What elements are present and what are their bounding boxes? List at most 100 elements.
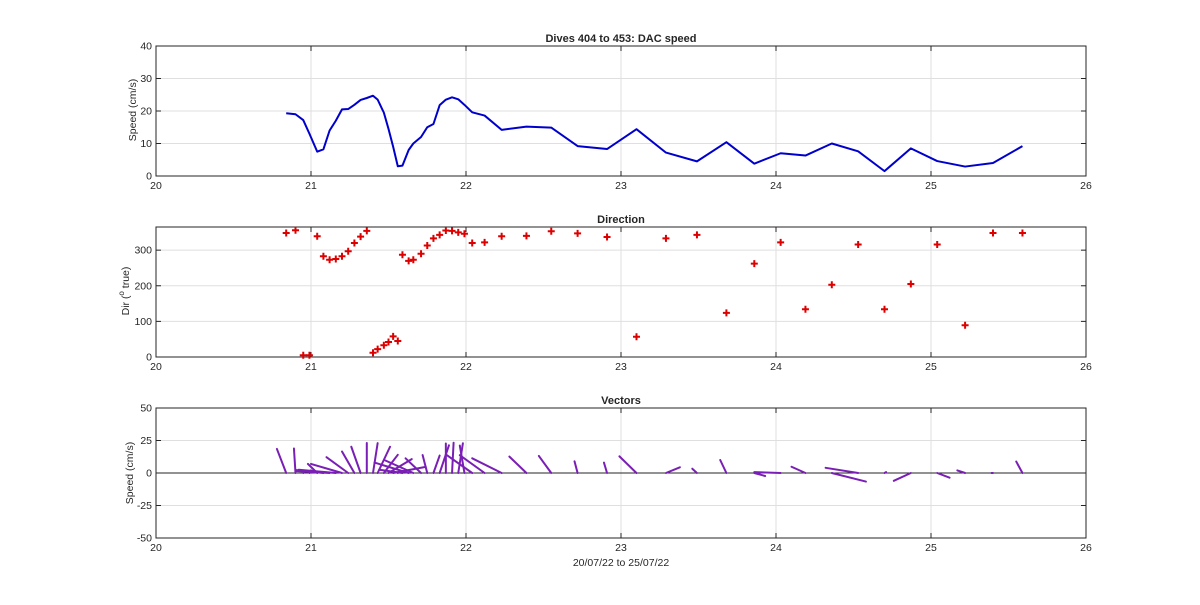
vector-segment <box>753 471 782 474</box>
vector-segment <box>824 466 860 474</box>
direction-ylabel-degree: o <box>117 291 126 296</box>
direction-point <box>357 233 365 241</box>
direction-point <box>394 337 402 345</box>
direction-point <box>1018 229 1026 237</box>
vector-segment <box>753 472 767 477</box>
vector-segment <box>372 442 379 474</box>
direction-point <box>405 257 413 265</box>
direction-point <box>881 305 888 313</box>
direction-point <box>468 239 476 247</box>
vector-segment <box>719 459 728 474</box>
direction-x-tick-label: 23 <box>615 361 627 373</box>
direction-point <box>344 247 352 255</box>
direction-point <box>777 238 785 246</box>
direction-point <box>522 232 530 240</box>
vector-segment <box>956 469 967 474</box>
direction-point <box>603 233 611 241</box>
vectors-y-tick-label: -50 <box>137 533 152 545</box>
speed-x-tick-label: 23 <box>615 180 627 192</box>
vector-segment <box>297 468 337 474</box>
direction-x-tick-label: 24 <box>770 361 782 373</box>
direction-point <box>907 280 915 288</box>
speed-panel-ylabel: Speed (cm/s) <box>127 79 139 141</box>
speed-panel: Dives 404 to 453: DAC speed Speed (cm/s)… <box>127 33 1092 192</box>
vector-segment <box>458 444 466 474</box>
direction-point <box>828 281 836 289</box>
speed-y-tick-label: 40 <box>140 41 152 53</box>
speed-series-line <box>286 94 1023 173</box>
vector-segment <box>373 461 410 474</box>
direction-point <box>409 256 417 264</box>
vector-segment <box>275 447 288 474</box>
x-axis-label: 20/07/22 to 25/07/22 <box>573 557 669 569</box>
vector-segment <box>830 472 867 483</box>
direction-point <box>429 234 437 242</box>
direction-ylabel-part-2: true) <box>120 267 132 292</box>
vector-segment <box>883 471 888 474</box>
vector-segment <box>451 441 455 474</box>
vector-segment <box>457 442 464 474</box>
direction-point <box>389 332 397 340</box>
direction-point <box>319 252 327 260</box>
direction-point <box>282 229 290 237</box>
direction-point <box>380 341 388 349</box>
vector-segment <box>458 454 486 474</box>
direction-panel-ylabel: Dir (o true) <box>117 267 132 316</box>
direction-point <box>442 227 450 235</box>
speed-y-tick-label: 0 <box>146 171 152 183</box>
direction-point <box>498 232 506 240</box>
direction-x-tick-label: 20 <box>150 361 162 373</box>
direction-x-tick-label: 21 <box>305 361 317 373</box>
direction-point <box>423 242 431 250</box>
direction-point <box>460 230 468 238</box>
vectors-panel: Vectors Speed (cm/s) 20/07/22 to 25/07/2… <box>124 395 1092 569</box>
direction-point <box>313 232 321 240</box>
vectors-y-tick-label: 50 <box>140 403 152 415</box>
direction-point <box>385 338 392 346</box>
direction-point <box>332 255 340 263</box>
direction-point <box>436 231 444 239</box>
direction-point <box>662 234 670 242</box>
direction-point <box>398 251 406 259</box>
direction-point <box>338 252 346 260</box>
direction-point <box>326 256 334 264</box>
direction-point <box>299 351 307 359</box>
direction-point <box>854 240 862 248</box>
direction-point <box>350 239 358 247</box>
speed-x-tick-label: 26 <box>1080 180 1092 192</box>
speed-x-tick-label: 22 <box>460 180 472 192</box>
direction-x-tick-label: 22 <box>460 361 472 373</box>
vector-segment <box>444 453 474 474</box>
vector-segments <box>275 441 1024 483</box>
direction-point <box>722 309 730 317</box>
direction-panel: Direction Dir (o true) 20 21 22 23 24 25 26 0 10… <box>117 214 1092 373</box>
speed-panel-title: Dives 404 to 453: DAC speed <box>545 33 696 45</box>
vector-segment <box>438 444 450 474</box>
direction-point <box>933 240 941 248</box>
direction-y-tick-label: 300 <box>134 245 152 257</box>
vectors-x-tick-label: 24 <box>770 542 782 554</box>
direction-y-tick-label: 100 <box>134 316 152 328</box>
direction-y-tick-label: 0 <box>146 352 152 364</box>
direction-x-tick-label: 26 <box>1080 361 1092 373</box>
vector-segment <box>602 461 609 474</box>
vectors-y-tick-label: 25 <box>140 435 152 447</box>
direction-point <box>454 228 462 236</box>
vector-segment <box>1015 460 1024 474</box>
direction-point <box>547 227 555 235</box>
direction-x-tick-label: 25 <box>925 361 937 373</box>
vector-segment <box>664 466 681 474</box>
direction-y-tick-label: 200 <box>134 280 152 292</box>
vectors-panel-title: Vectors <box>601 395 641 407</box>
direction-markers <box>282 226 1026 359</box>
vectors-x-tick-label: 23 <box>615 542 627 554</box>
vector-segment <box>537 454 553 474</box>
direction-point <box>989 229 997 237</box>
vector-segment <box>378 468 404 474</box>
direction-point <box>481 238 489 246</box>
speed-x-tick-label: 21 <box>305 180 317 192</box>
direction-point <box>633 333 640 341</box>
direction-ylabel-part-1: Dir ( <box>120 295 132 315</box>
direction-point <box>374 345 382 353</box>
